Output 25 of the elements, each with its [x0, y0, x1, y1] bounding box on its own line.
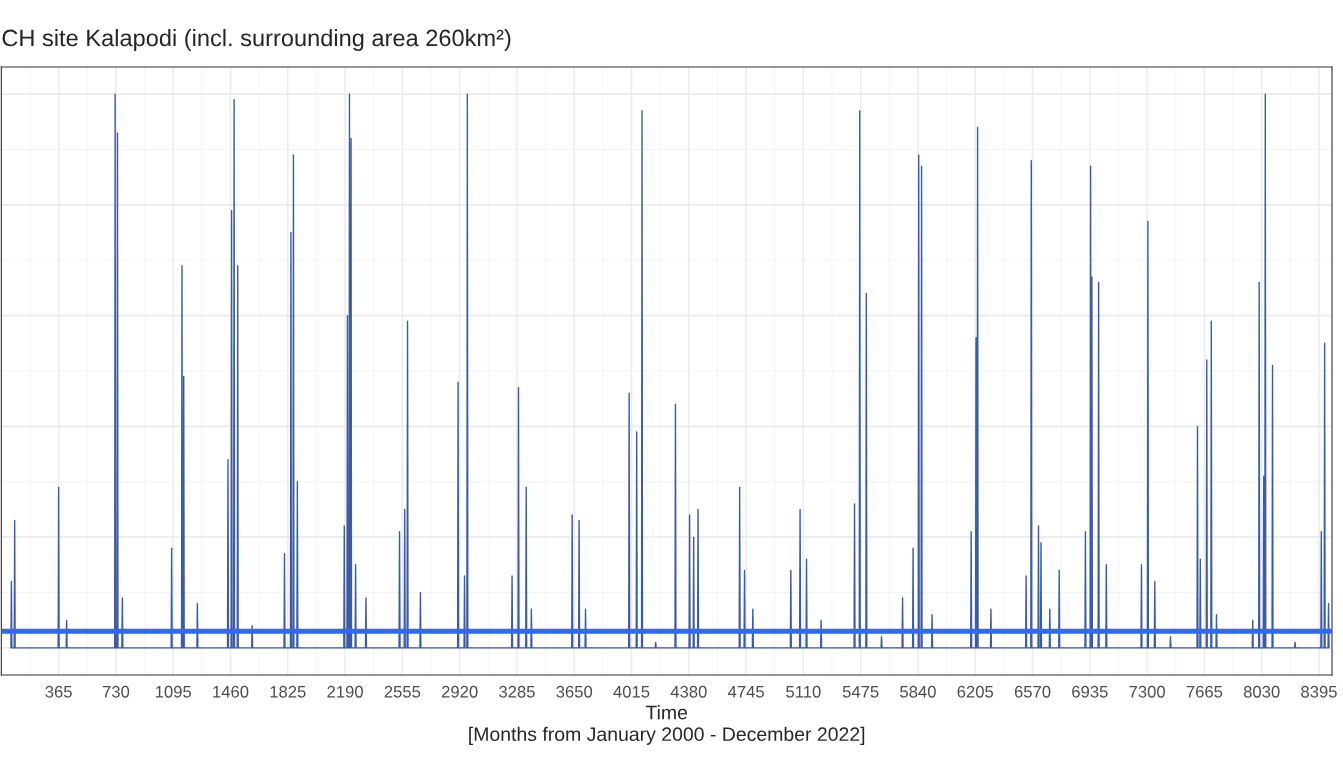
x-axis-title: Time [Months from January 2000 - December 2022]	[469, 705, 865, 745]
x-tick-label: 4380	[670, 685, 707, 698]
x-tick-label: 2920	[441, 685, 478, 698]
x-tick-label: 1095	[155, 685, 192, 698]
x-tick-label: 7665	[1186, 685, 1223, 698]
chart-title: CH site Kalapodi (incl. surrounding area 260km²)	[2, 29, 511, 52]
x-tick-label: 730	[102, 685, 130, 698]
x-tick-label: 8030	[1243, 685, 1280, 698]
x-tick-label: 3650	[556, 685, 593, 698]
x-tick-label: 6570	[1014, 685, 1051, 698]
x-tick-label: 5110	[786, 685, 821, 698]
x-tick-label: 8395	[1301, 685, 1337, 698]
x-tick-label: 4745	[727, 686, 764, 698]
x-tick-label: 4015	[613, 685, 650, 698]
x-tick-label: 5840	[900, 685, 936, 698]
x-tick-label: 2555	[384, 685, 421, 698]
x-tick-label: 1460	[213, 685, 249, 698]
x-tick-label: 6205	[957, 685, 994, 698]
x-tick-label: 1825	[270, 685, 306, 698]
x-tick-label: 6935	[1072, 685, 1108, 698]
x-tick-label: 3285	[499, 685, 535, 698]
x-tick-label: 7300	[1129, 685, 1165, 698]
x-tick-label: 2190	[327, 685, 363, 698]
x-tick-label: 365	[45, 685, 72, 698]
x-tick-label: 5475	[842, 686, 879, 698]
